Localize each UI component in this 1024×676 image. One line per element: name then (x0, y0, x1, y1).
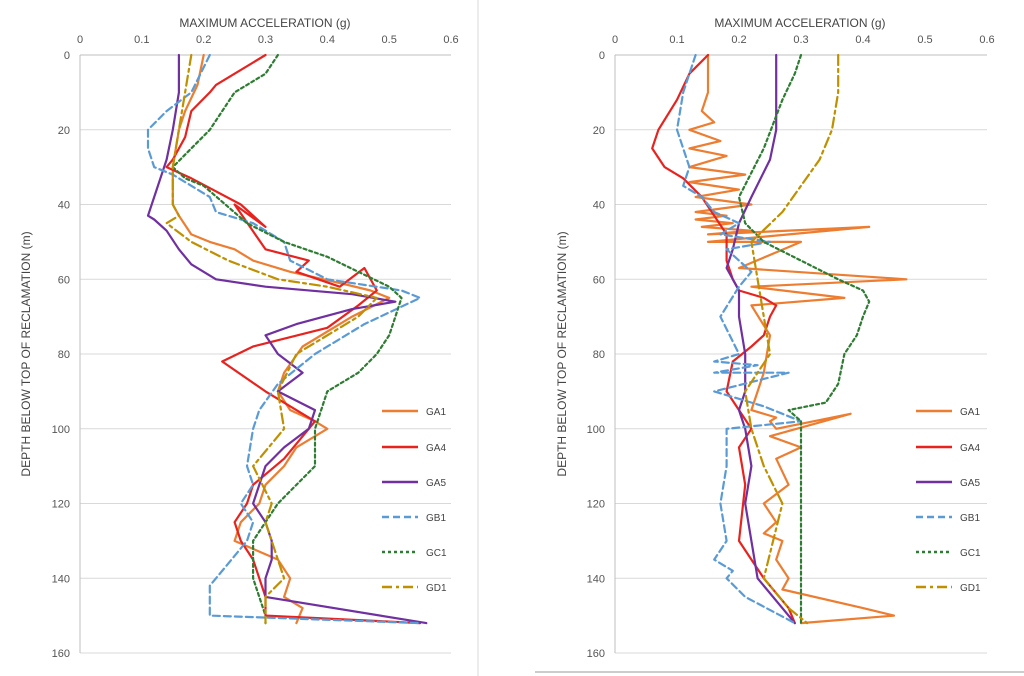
y-tick-label: 80 (593, 349, 605, 361)
legend-label-ga1: GA1 (426, 407, 446, 418)
legend-label-gc1: GC1 (426, 548, 447, 559)
y-axis-title: DEPTH BELOW TOP OF RECLAMATION (m) (19, 231, 33, 476)
chart-panel-1: 0 0.1 0.2 0.3 0.4 0.5 0.6 0 20 40 60 80 100 120 140 160… (19, 16, 459, 660)
legend-label-ga5: GA5 (426, 478, 446, 489)
y-tick-label: 120 (587, 499, 605, 511)
series-line-ga4 (165, 53, 422, 625)
x-tick-label: 0.2 (196, 34, 211, 46)
series-line-gc1 (171, 53, 403, 625)
x-tick-label: 0 (77, 34, 83, 46)
x-tick-label: 0.1 (669, 34, 684, 46)
y-tick-label: 60 (593, 274, 605, 286)
x-tick-label: 0.3 (258, 34, 273, 46)
x-tick-label: 0.6 (443, 34, 458, 46)
y-axis-title: DEPTH BELOW TOP OF RECLAMATION (m) (555, 231, 569, 476)
series-line-gd1 (744, 53, 840, 625)
y-tick-label: 160 (587, 648, 605, 660)
x-axis-title: MAXIMUM ACCELERATION (g) (714, 16, 885, 30)
y-tick-label: 100 (587, 424, 605, 436)
x-tick-label: 0 (612, 34, 618, 46)
series-line-gc1 (737, 53, 871, 625)
x-tick-label: 0.5 (917, 34, 932, 46)
x-tick-label: 0.4 (855, 34, 870, 46)
y-tick-label: 60 (58, 274, 70, 286)
legend-label-ga5: GA5 (960, 478, 980, 489)
legend-label-ga1: GA1 (960, 407, 980, 418)
series-line-ga1 (688, 53, 908, 625)
y-tick-label: 40 (593, 200, 605, 212)
legend-label-gd1: GD1 (960, 583, 981, 594)
y-tick-label: 0 (64, 50, 70, 62)
y-tick-label: 0 (599, 50, 605, 62)
series-line-gb1 (146, 53, 422, 625)
series-line-gd1 (165, 53, 378, 625)
series-line-gb1 (675, 53, 803, 625)
y-tick-label: 140 (52, 573, 70, 585)
y-tick-label: 100 (52, 424, 70, 436)
x-tick-label: 0.4 (320, 34, 335, 46)
x-tick-label: 0.2 (731, 34, 746, 46)
legend-label-ga4: GA4 (426, 443, 446, 454)
y-tick-label: 120 (52, 499, 70, 511)
y-tick-label: 160 (52, 648, 70, 660)
y-tick-label: 20 (58, 125, 70, 137)
x-tick-label: 0.3 (793, 34, 808, 46)
y-tick-label: 140 (587, 573, 605, 585)
legend-label-gc1: GC1 (960, 548, 981, 559)
x-tick-label: 0.6 (979, 34, 994, 46)
y-tick-label: 20 (593, 125, 605, 137)
y-tick-label: 80 (58, 349, 70, 361)
chart-panel-2: 0 0.1 0.2 0.3 0.4 0.5 0.6 0 20 40 60 80 100 120 140 160… (555, 16, 995, 660)
legend-label-gd1: GD1 (426, 583, 447, 594)
legend-label-gb1: GB1 (960, 513, 980, 524)
series-line-ga4 (651, 53, 796, 625)
legend-label-gb1: GB1 (426, 513, 446, 524)
y-tick-label: 40 (58, 200, 70, 212)
legend-label-ga4: GA4 (960, 443, 980, 454)
x-tick-label: 0.5 (382, 34, 397, 46)
series-line-ga5 (725, 53, 796, 625)
x-tick-label: 0.1 (134, 34, 149, 46)
series-line-ga5 (146, 53, 428, 625)
x-axis-title: MAXIMUM ACCELERATION (g) (179, 16, 350, 30)
